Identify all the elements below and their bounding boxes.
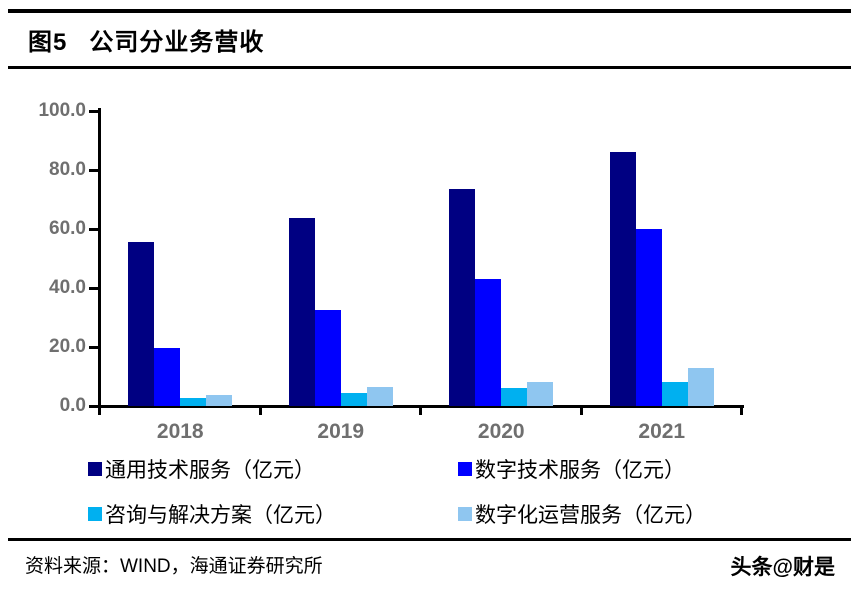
chart-bar-g1-s2 <box>340 393 367 406</box>
legend-label: 数字技术服务（亿元） <box>475 459 685 482</box>
chart-bar-g0-s3 <box>206 395 233 406</box>
chart-bar-g0-s0 <box>128 242 155 406</box>
y-axis-tick-mark <box>89 405 99 408</box>
chart-bar-g2-s3 <box>527 382 554 406</box>
chart-bar-g3-s3 <box>687 368 714 406</box>
bottom-divider <box>8 538 851 541</box>
legend-item-s0: 通用技术服务（亿元） <box>88 454 458 484</box>
legend-item-s1: 数字技术服务（亿元） <box>458 454 788 484</box>
x-axis-tick-mark <box>579 408 583 415</box>
figure-title-text: 公司分业务营收 <box>89 29 265 56</box>
y-axis-tick-label: 0.0 <box>59 395 86 416</box>
legend-item-s2: 咨询与解决方案（亿元） <box>88 499 458 529</box>
chart-bar-g1-s0 <box>288 218 315 406</box>
figure-label: 图5 <box>28 29 68 56</box>
y-axis-tick-mark <box>89 346 99 349</box>
x-axis-category-label: 2018 <box>156 420 204 443</box>
x-axis-category-label: 2019 <box>317 420 365 443</box>
x-axis-line <box>98 405 744 408</box>
legend-item-s3: 数字化运营服务（亿元） <box>458 499 788 529</box>
figure-title: 图5 公司分业务营收 <box>28 22 264 57</box>
chart-bar-g1-s3 <box>366 387 393 406</box>
x-axis-tick-mark <box>98 408 101 415</box>
chart-bar-g1-s1 <box>314 310 341 406</box>
y-axis-tick-label: 80.0 <box>49 159 86 180</box>
chart-legend: 通用技术服务（亿元） 数字技术服务（亿元） 咨询与解决方案（亿元） 数字化运营服务（亿… <box>88 454 788 529</box>
y-axis-tick-label: 100.0 <box>38 100 86 121</box>
watermark: 头条@财是 <box>730 556 835 579</box>
top-divider <box>8 9 851 13</box>
chart-bar-g0-s2 <box>180 398 207 406</box>
y-axis-tick-label: 20.0 <box>49 336 86 357</box>
legend-swatch <box>458 462 472 476</box>
x-axis-category-label: 2020 <box>477 420 525 443</box>
source-text: 资料来源：WIND，海通证券研究所 <box>25 556 323 577</box>
y-axis-tick-mark <box>89 169 99 172</box>
y-axis-tick-mark <box>89 287 99 290</box>
chart-bar-g3-s1 <box>635 229 662 406</box>
chart-bar-g3-s2 <box>661 382 688 406</box>
y-axis-tick-label: 60.0 <box>49 218 86 239</box>
legend-swatch <box>88 462 102 476</box>
chart-bar-g2-s1 <box>475 279 502 406</box>
y-axis-line <box>98 108 101 410</box>
x-axis-tick-mark <box>740 408 743 415</box>
x-axis-category-label: 2021 <box>638 420 686 443</box>
chart-bar-g0-s1 <box>154 348 181 406</box>
legend-swatch <box>88 507 102 521</box>
x-axis-tick-mark <box>419 408 422 415</box>
legend-swatch <box>458 507 472 521</box>
legend-label: 通用技术服务（亿元） <box>105 459 315 482</box>
chart-bar-g2-s2 <box>501 388 528 406</box>
legend-label: 数字化运营服务（亿元） <box>475 504 706 527</box>
chart-bar-g3-s0 <box>609 152 636 406</box>
title-divider <box>8 66 851 69</box>
y-axis-tick-mark <box>89 228 99 231</box>
y-axis-tick-label: 40.0 <box>49 277 86 298</box>
y-axis-tick-mark <box>89 110 99 113</box>
x-axis-tick-mark <box>258 408 262 415</box>
chart-bar-g2-s0 <box>449 189 476 406</box>
legend-label: 咨询与解决方案（亿元） <box>105 504 336 527</box>
